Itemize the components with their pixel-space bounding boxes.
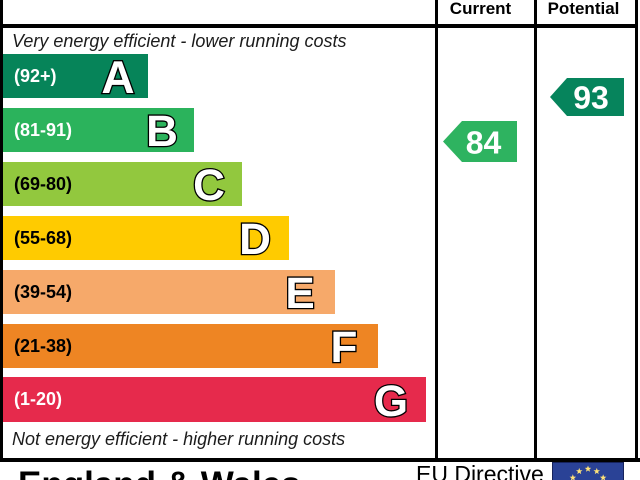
svg-text:84: 84 <box>466 125 502 161</box>
svg-text:E: E <box>285 270 314 314</box>
svg-text:93: 93 <box>573 80 609 116</box>
svg-text:F: F <box>331 324 358 368</box>
svg-text:G: G <box>374 378 408 422</box>
svg-text:D: D <box>239 216 271 260</box>
svg-text:B: B <box>146 108 178 152</box>
svg-text:A: A <box>101 54 134 98</box>
svg-text:C: C <box>193 162 225 206</box>
